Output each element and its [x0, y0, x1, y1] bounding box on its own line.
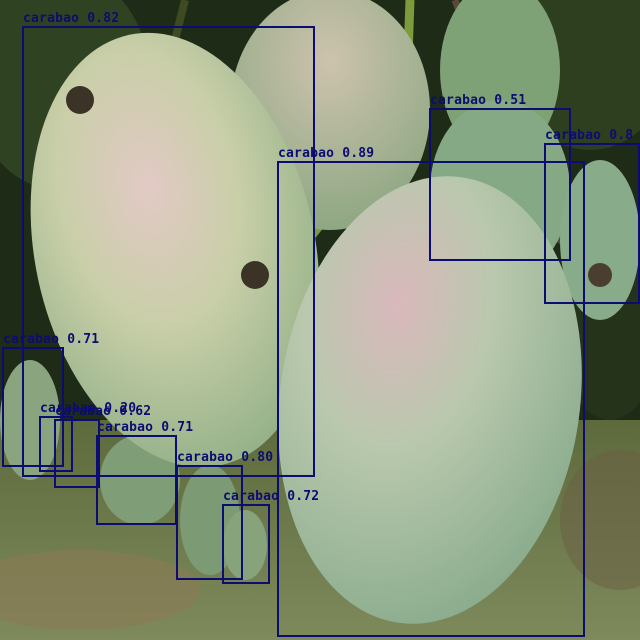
detection-box: carabao 0.80 [176, 451, 273, 580]
detection-box: carabao 0.72 [222, 490, 319, 584]
detection-box: carabao 0.20 [39, 402, 136, 472]
detection-label: carabao 0.82 [23, 11, 120, 26]
detection-box: carabao 0.51 [429, 94, 571, 261]
detection-label: carabao 0.51 [430, 93, 527, 108]
detection-label: carabao 0.71 [97, 420, 194, 435]
detection-box: carabao 0.8 [544, 129, 640, 304]
detection-label: carabao 0.80 [177, 450, 274, 465]
detection-box: carabao 0.82 [22, 12, 315, 477]
detection-label: carabao 0.71 [3, 332, 100, 347]
detection-box: carabao 0.71 [96, 421, 193, 525]
detection-label: carabao 0.8 [545, 128, 634, 143]
detection-box: carabao 0.71 [2, 333, 99, 467]
detection-label: carabao 0.20 [40, 401, 137, 416]
detection-label: carabao 0.72 [223, 489, 320, 504]
detection-box: carabao 0.89 [277, 147, 585, 637]
detection-label: carabao 0.62 [55, 404, 152, 419]
detection-box: carabao 0.62 [54, 405, 151, 488]
detection-label: carabao 0.89 [278, 146, 375, 161]
